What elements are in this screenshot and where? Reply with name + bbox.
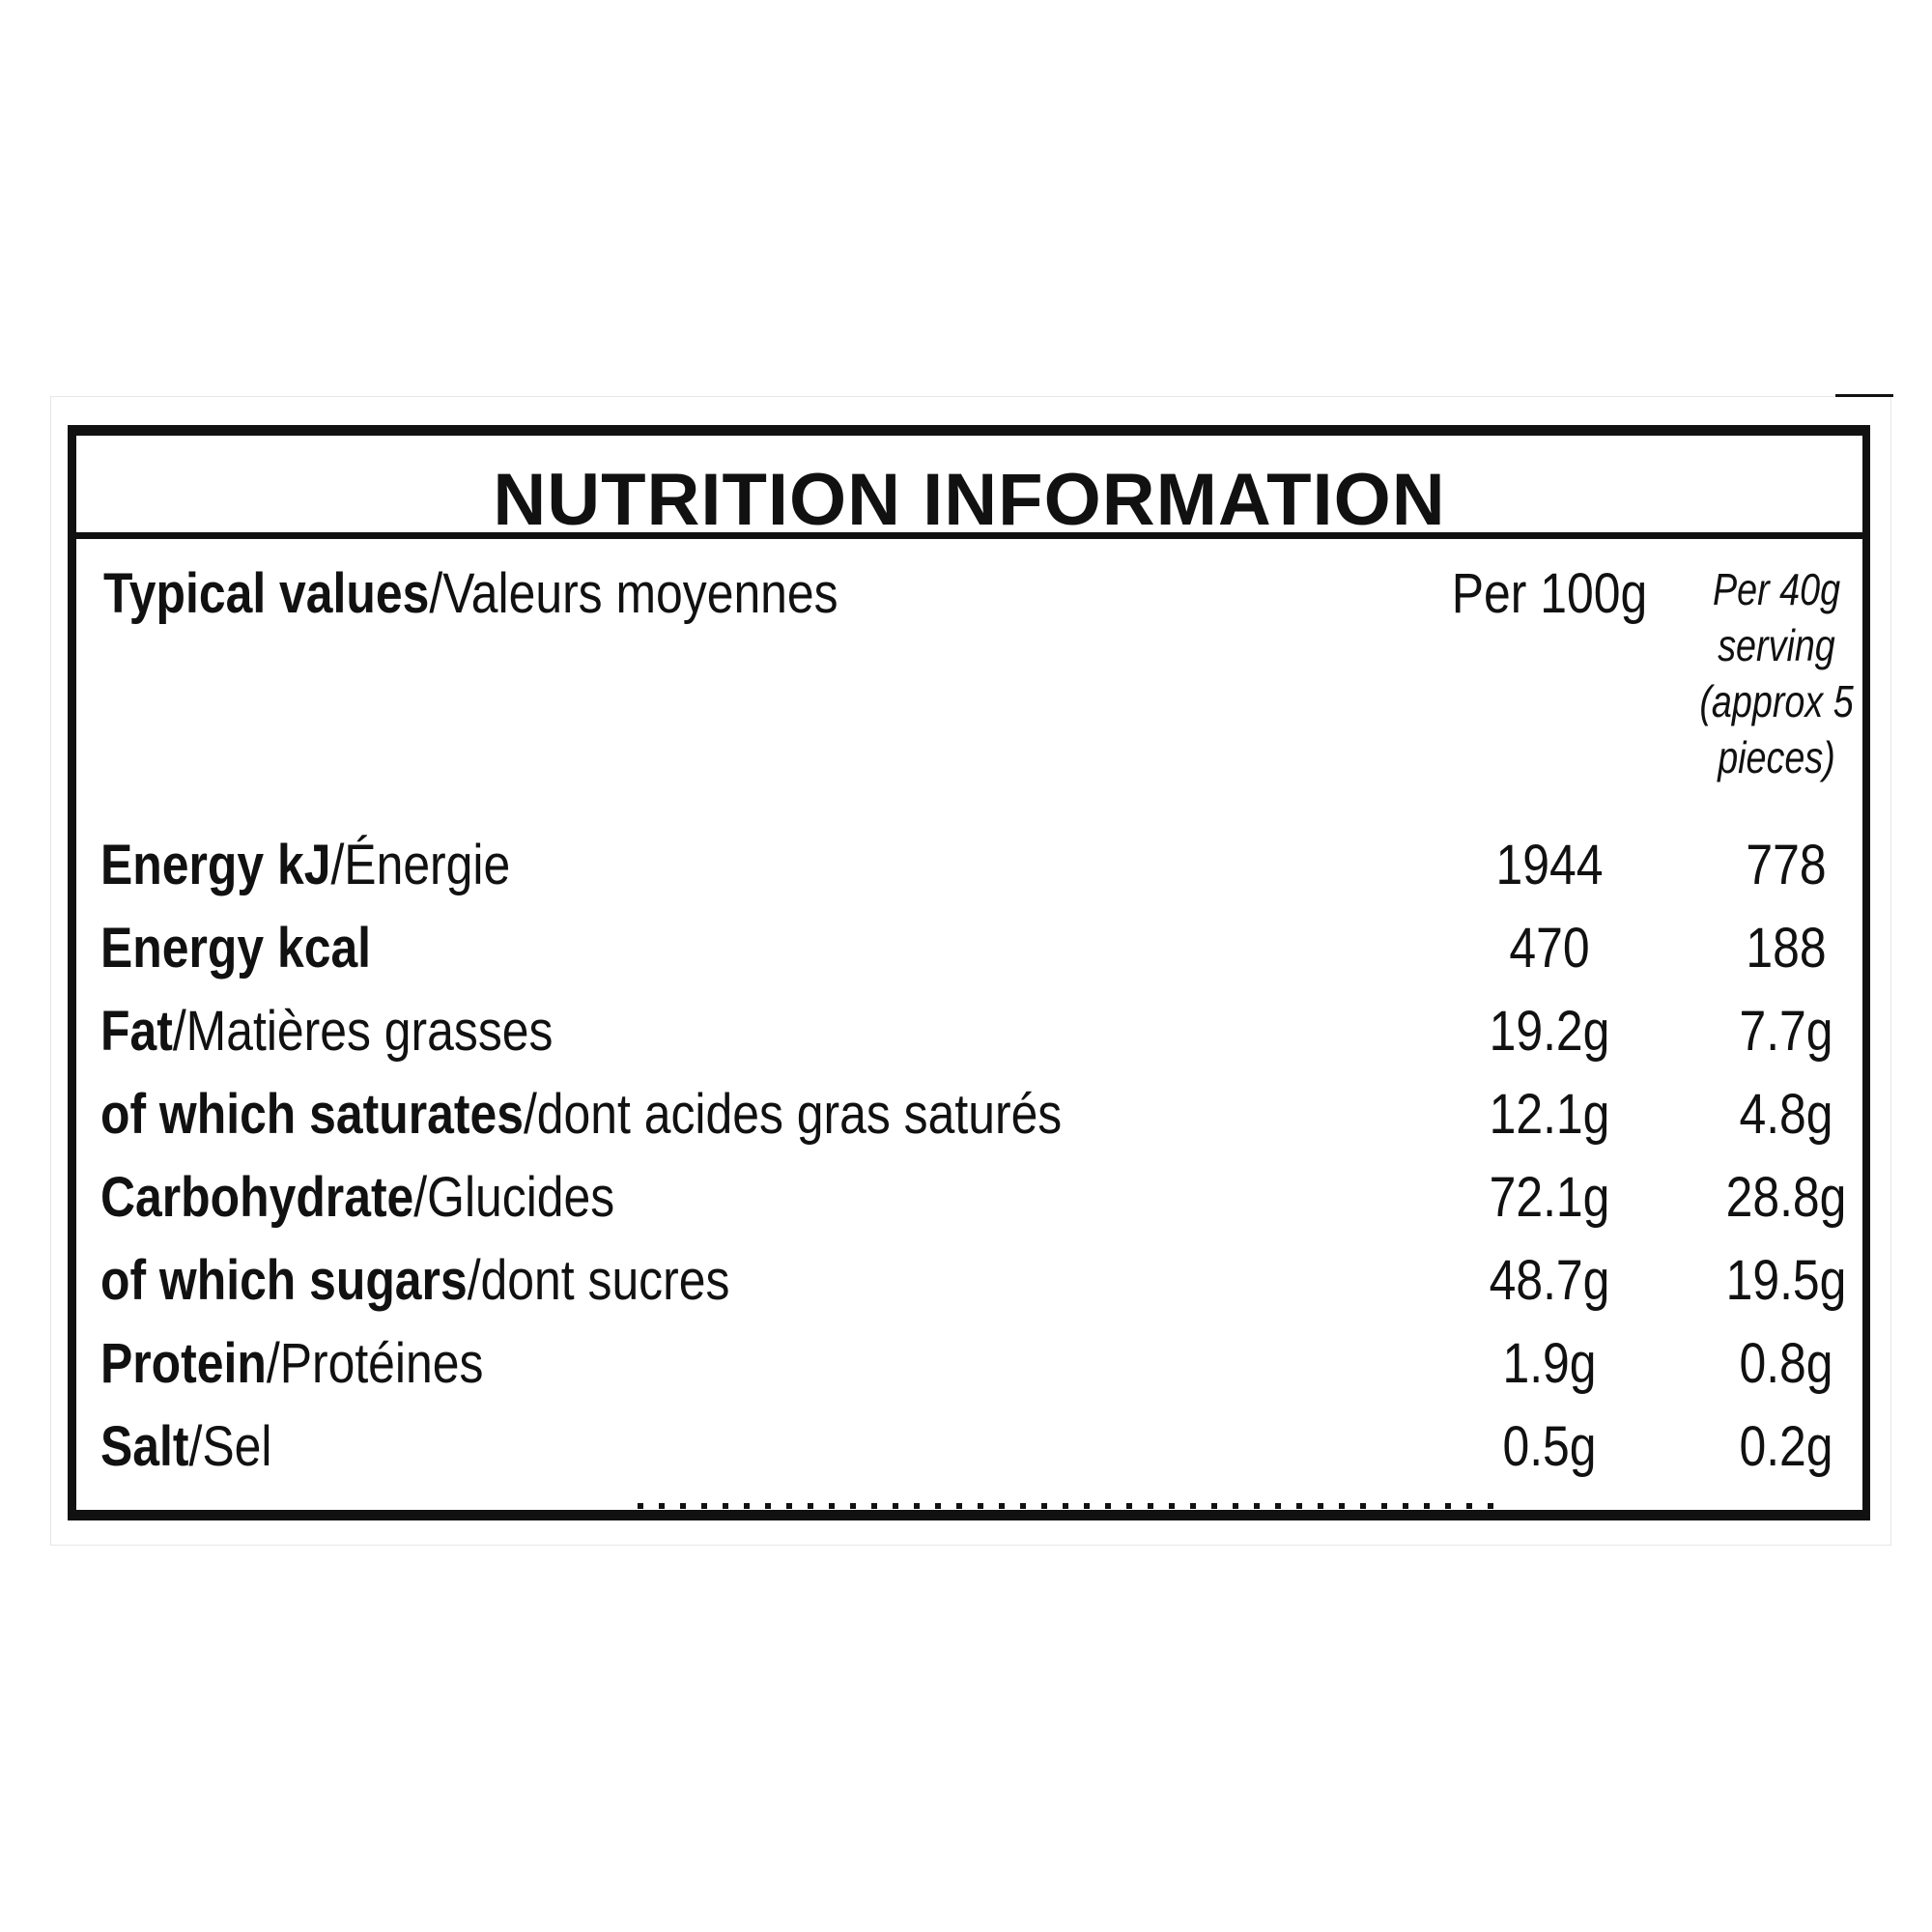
typical-values-fr: /Valeurs moyennes — [429, 562, 838, 625]
scan-frame — [50, 396, 1891, 1546]
nutrient-name: Fat/Matières grasses — [100, 1000, 554, 1063]
print-speckle — [638, 1503, 1507, 1509]
nutrient-name: Carbohydrate/Glucides — [100, 1166, 615, 1229]
nutrient-row-sugars: of which sugars/dont sucres 48.7g 19.5g — [76, 1242, 1862, 1325]
nutrient-name: of which sugars/dont sucres — [100, 1249, 730, 1312]
nutrient-name: of which saturates/dont acides gras satu… — [100, 1083, 1063, 1146]
per-serving-line: serving — [1718, 620, 1835, 670]
nutrient-row-saturates: of which saturates/dont acides gras satu… — [76, 1076, 1862, 1159]
value-per-100g: 1944 — [1495, 834, 1604, 896]
value-per-serving: 188 — [1746, 917, 1827, 980]
value-per-100g: 1.9g — [1502, 1332, 1597, 1395]
nutrition-label: NUTRITION INFORMATION Typical values/Val… — [68, 425, 1870, 1520]
nutrient-name: Energy kJ/Énergie — [100, 834, 511, 896]
nutrient-row-energy-kcal: Energy kcal 470 188 — [76, 910, 1862, 993]
title-divider — [76, 532, 1862, 539]
per-100g-header: Per 100g — [1451, 562, 1648, 625]
nutrient-name: Salt/Sel — [100, 1415, 272, 1478]
nutrient-row-fat: Fat/Matières grasses 19.2g 7.7g — [76, 993, 1862, 1076]
nutrient-name: Protein/Protéines — [100, 1332, 484, 1395]
value-per-serving: 19.5g — [1725, 1249, 1847, 1312]
nutrient-row-carbohydrate: Carbohydrate/Glucides 72.1g 28.8g — [76, 1159, 1862, 1242]
per-serving-line: Per 40g — [1712, 564, 1841, 614]
typical-values-en: Typical values — [103, 562, 430, 625]
value-per-serving: 0.8g — [1739, 1332, 1833, 1395]
value-per-100g: 19.2g — [1489, 1000, 1610, 1063]
typical-values-header: Typical values/Valeurs moyennes — [103, 561, 838, 626]
per-serving-header: Per 40g serving (approx 5 pieces) — [1690, 561, 1863, 785]
value-per-serving: 7.7g — [1739, 1000, 1833, 1063]
value-per-serving: 778 — [1746, 834, 1827, 896]
corner-mark — [1835, 394, 1893, 397]
value-per-100g: 470 — [1509, 917, 1590, 980]
value-per-100g: 72.1g — [1489, 1166, 1610, 1229]
value-per-serving: 28.8g — [1725, 1166, 1847, 1229]
nutrient-row-protein: Protein/Protéines 1.9g 0.8g — [76, 1325, 1862, 1408]
per-serving-line: pieces) — [1718, 732, 1835, 782]
nutrient-row-salt: Salt/Sel 0.5g 0.2g — [76, 1408, 1862, 1492]
nutrient-name: Energy kcal — [100, 917, 372, 980]
per-serving-line: (approx 5 — [1699, 676, 1854, 726]
nutrient-row-energy-kj: Energy kJ/Énergie 1944 778 — [76, 827, 1862, 910]
label-title: NUTRITION INFORMATION — [493, 459, 1446, 541]
value-per-100g: 0.5g — [1502, 1415, 1597, 1478]
value-per-serving: 0.2g — [1739, 1415, 1833, 1478]
value-per-100g: 12.1g — [1489, 1083, 1610, 1146]
value-per-100g: 48.7g — [1489, 1249, 1610, 1312]
value-per-serving: 4.8g — [1739, 1083, 1833, 1146]
